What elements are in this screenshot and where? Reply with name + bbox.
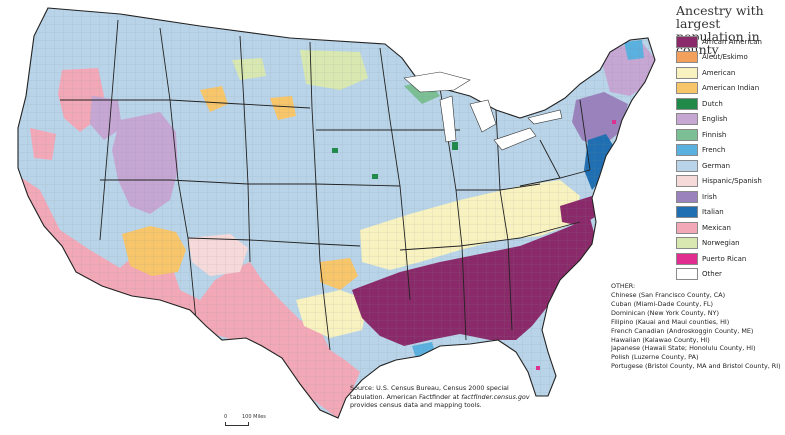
legend-label: Hispanic/Spanish (702, 177, 762, 186)
legend-item: Finnish (676, 127, 784, 143)
legend-swatch (676, 144, 698, 157)
legend-swatch (676, 237, 698, 250)
legend-item: American (676, 65, 784, 81)
legend-swatch (676, 206, 698, 219)
legend-item: Mexican (676, 220, 784, 236)
source-tail: provides census data and mapping tools. (350, 401, 482, 410)
legend-swatch (676, 128, 698, 141)
legend-swatch (676, 35, 698, 48)
legend-item: Hispanic/Spanish (676, 174, 784, 190)
legend-swatch (676, 268, 698, 281)
legend-item: Norwegian (676, 236, 784, 252)
legend-label: American Indian (702, 84, 760, 93)
other-item: Portugese (Bristol County, MA and Bristo… (611, 362, 781, 371)
source-lead: Source: U.S. Census Bureau, Census 2000 … (350, 384, 509, 401)
legend-label: German (702, 161, 731, 170)
legend-swatch (676, 252, 698, 265)
great-lakes (403, 71, 563, 151)
legend-swatch (676, 97, 698, 110)
source-note: Source: U.S. Census Bureau, Census 2000 … (350, 384, 540, 410)
legend-item: Puerto Rican (676, 251, 784, 267)
other-item: Chinese (San Francisco County, CA) (611, 291, 726, 299)
legend-item: American Indian (676, 81, 784, 97)
legend-swatch (676, 175, 698, 188)
legend-label: African American (702, 37, 762, 46)
legend-label: Italian (702, 208, 724, 217)
legend-label: English (702, 115, 728, 124)
legend-label: Norwegian (702, 239, 740, 248)
legend-item: Irish (676, 189, 784, 205)
legend-label: Puerto Rican (702, 254, 747, 263)
legend-label: Dutch (702, 99, 723, 108)
other-item: Dominican (New York County, NY) (611, 308, 719, 317)
other-item: Japanese (Hawaii State; Honolulu County,… (611, 344, 756, 353)
other-item: Filipino (Kauai and Maui counties, HI) (611, 317, 730, 326)
source-site: factfinder.census.gov (461, 392, 530, 401)
legend-item: English (676, 112, 784, 128)
legend-label: Irish (702, 192, 717, 201)
legend-label: Finnish (702, 130, 727, 139)
legend-item: French (676, 143, 784, 159)
legend-swatch (676, 82, 698, 95)
other-title: OTHER: (611, 282, 636, 290)
other-item: Cuban (Miami-Dade County, FL) (611, 299, 713, 308)
legend-swatch (676, 113, 698, 126)
legend-swatch (676, 66, 698, 79)
legend-label: Aleut/Eskimo (702, 53, 748, 62)
legend-item: Other (676, 267, 784, 283)
other-item: Hawaiian (Kalawao County, HI) (611, 335, 710, 344)
scale-bar: 0 100 Miles (224, 414, 284, 428)
legend-label: Other (702, 270, 722, 279)
legend-label: French (702, 146, 726, 155)
legend-swatch (676, 159, 698, 172)
legend-item: African American (676, 34, 784, 50)
legend: African American Aleut/Eskimo American Amer… (676, 34, 784, 282)
legend-swatch (676, 51, 698, 64)
legend-label: Mexican (702, 223, 731, 232)
scale-max: 100 Miles (242, 414, 266, 420)
other-list: Chinese (San Francisco County, CA) Cuban … (611, 291, 783, 371)
legend-item: German (676, 158, 784, 174)
legend-swatch (676, 190, 698, 203)
scale-zero: 0 (224, 414, 228, 420)
other-item: Polish (Luzerne County, PA) (611, 353, 699, 362)
legend-item: Aleut/Eskimo (676, 50, 784, 66)
legend-swatch (676, 221, 698, 234)
other-ancestries: OTHER: Chinese (San Francisco County, CA… (611, 282, 783, 371)
legend-label: American (702, 68, 736, 77)
legend-item: Dutch (676, 96, 784, 112)
scale-line (225, 422, 249, 426)
legend-item: Italian (676, 205, 784, 221)
other-item: French Canadian (Androskoggin County, ME… (611, 326, 754, 335)
